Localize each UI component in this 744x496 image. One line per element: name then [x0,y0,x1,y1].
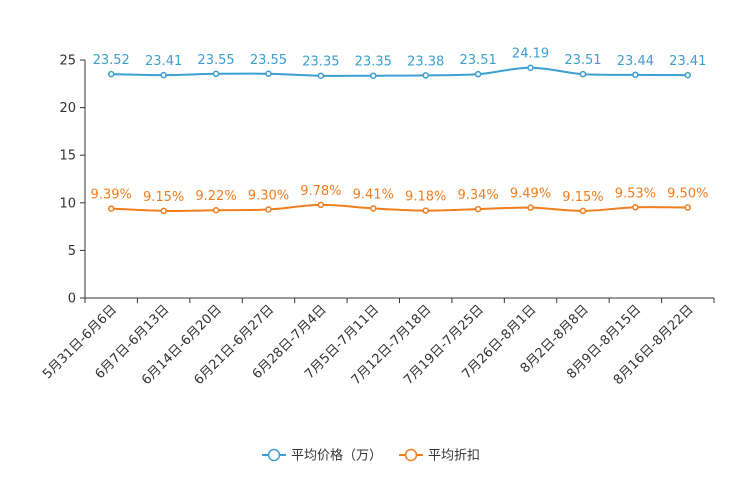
data-label: 23.51 [564,53,601,68]
y-tick-label: 5 [68,244,76,259]
legend-item-2[interactable]: 平均折扣 [399,449,480,464]
data-label: 23.52 [93,53,130,68]
y-tick-label: 0 [68,292,76,307]
data-label: 9.34% [457,188,498,203]
legend-swatch-marker [404,448,418,462]
data-point[interactable] [370,205,377,212]
data-point[interactable] [474,205,482,213]
data-label: 9.78% [300,184,341,199]
series-1: 23.52 23.41 23.55 23.55 23.35 23.35 23.38 23.51… [93,47,706,79]
data-label: 23.51 [460,53,497,68]
series-layer: 23.52 23.41 23.55 23.55 23.35 23.35 23.38 23.51… [91,47,708,215]
data-point[interactable] [632,204,639,211]
data-point[interactable] [212,70,220,78]
legend[interactable]: 平均价格（万） 平均折扣 [262,448,480,464]
data-point[interactable] [370,72,377,79]
data-label: 24.19 [512,47,549,62]
axis-layer: 05101520255月31日-6月6日6月7日-6月13日6月14日-6月20… [40,54,715,388]
data-point[interactable] [527,204,534,211]
data-label: 9.15% [562,190,603,205]
data-point[interactable] [632,71,639,79]
data-point[interactable] [107,70,115,78]
data-point[interactable] [317,72,325,79]
data-label: 9.22% [195,189,236,204]
legend-swatch-marker [267,448,281,462]
data-point[interactable] [212,206,220,214]
data-label: 9.50% [667,187,708,202]
data-label: 23.38 [407,54,444,69]
data-point[interactable] [107,205,115,212]
data-label: 9.18% [405,190,446,205]
series-2: 9.39% 9.15% 9.22% 9.30% 9.78% 9.41% 9.18% 9.34%… [91,184,708,215]
legend-label: 平均价格（万） [291,448,382,464]
data-point[interactable] [579,70,587,78]
data-point[interactable] [160,71,167,79]
data-point[interactable] [160,207,167,215]
y-tick-label: 15 [59,149,76,164]
data-label: 9.30% [248,188,289,203]
data-label: 23.41 [145,54,182,69]
data-label: 23.41 [669,54,706,69]
y-tick-label: 20 [59,101,76,116]
data-label: 9.49% [510,187,551,202]
y-tick-label: 25 [59,54,76,69]
data-point[interactable] [422,72,429,79]
data-label: 23.55 [197,53,234,68]
data-point[interactable] [579,207,587,215]
data-point[interactable] [474,70,482,78]
data-label: 9.15% [143,190,184,205]
data-label: 9.41% [353,187,394,202]
series-line [111,66,688,77]
data-point[interactable] [684,71,692,79]
data-point[interactable] [527,64,534,71]
data-point[interactable] [265,70,272,78]
data-point[interactable] [422,207,429,214]
series-line [111,203,688,212]
data-point[interactable] [265,206,272,213]
data-label: 23.55 [250,53,287,68]
data-label: 23.35 [355,55,392,70]
y-tick-label: 10 [59,196,76,211]
data-point[interactable] [684,204,692,211]
data-point[interactable] [317,201,325,209]
data-label: 23.44 [617,54,654,69]
legend-label: 平均折扣 [428,449,480,464]
data-label: 9.53% [615,186,656,201]
data-label: 23.35 [302,55,339,70]
legend-item-1[interactable]: 平均价格（万） [262,448,382,464]
data-label: 9.39% [91,188,132,203]
